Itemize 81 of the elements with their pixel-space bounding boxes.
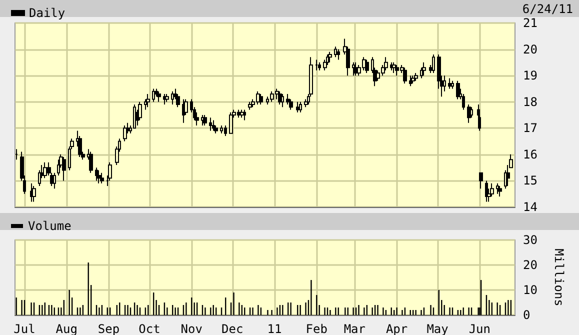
candlestick: [53, 172, 56, 190]
candlestick: [97, 170, 101, 184]
candlestick: [296, 101, 299, 113]
candlestick: [163, 93, 166, 105]
y-tick-label: 15: [523, 174, 538, 188]
candlestick: [451, 80, 454, 90]
x-tick-label: Mar: [344, 322, 366, 335]
candlestick: [240, 109, 244, 118]
candlestick: [15, 148, 18, 160]
candlestick: [224, 125, 227, 137]
candlestick: [259, 93, 263, 105]
y-tick-label: 30: [523, 233, 538, 247]
candlestick: [165, 93, 169, 102]
candlestick: [318, 62, 321, 71]
candlestick: [409, 75, 412, 87]
y-axis-title: Millions: [552, 248, 566, 306]
candlestick: [182, 98, 185, 124]
candlestick: [315, 59, 318, 71]
candlestick: [479, 172, 483, 190]
candlestick: [209, 117, 212, 132]
x-tick-label: Nov: [180, 322, 202, 335]
candlestick: [171, 90, 174, 105]
candlestick: [43, 162, 47, 179]
y-tick-label: 14: [523, 200, 538, 214]
candlestick: [422, 62, 426, 76]
candlestick: [278, 90, 282, 105]
candlestick: [100, 172, 104, 184]
candlestick: [456, 80, 460, 100]
candlestick: [299, 101, 302, 113]
candlestick: [62, 156, 66, 182]
x-tick-label: Feb: [306, 322, 328, 335]
candlestick: [248, 101, 252, 110]
candlestick: [390, 62, 393, 71]
candlestick: [334, 46, 337, 58]
candlestick: [152, 88, 155, 102]
x-tick-label: Oct: [138, 322, 160, 335]
y-tick-label: 18: [523, 94, 538, 109]
candlestick: [496, 182, 499, 194]
y-tick-label: 17: [523, 121, 538, 136]
y-tick-label: 19: [523, 68, 538, 83]
x-tick-label: Dec: [222, 322, 244, 335]
y-tick-label: 16: [523, 147, 538, 162]
candlestick: [414, 72, 418, 82]
candlestick: [365, 59, 369, 74]
candlestick: [229, 112, 233, 134]
candlestick: [392, 62, 396, 74]
y-tick-label: 20: [523, 258, 538, 272]
candlestick: [243, 109, 246, 121]
candlestick: [432, 54, 435, 74]
candlestick: [448, 78, 452, 90]
legend-label: Volume: [28, 219, 72, 233]
candlestick: [498, 185, 502, 197]
candlestick: [328, 51, 332, 63]
candlestick: [95, 167, 98, 182]
candlestick: [354, 62, 358, 76]
candlestick: [403, 67, 407, 84]
x-tick-label: Jul: [14, 322, 36, 335]
candlestick: [212, 120, 215, 132]
candlestick: [337, 48, 340, 60]
y-tick-label: 10: [523, 283, 538, 297]
candlestick: [30, 182, 33, 202]
candlestick: [146, 93, 150, 108]
x-tick-label: 11: [267, 322, 282, 335]
y-tick-label: 0: [523, 308, 530, 322]
candlestick: [485, 180, 488, 202]
candlestick: [467, 104, 471, 124]
y-tick-label: 21: [523, 16, 538, 30]
candlestick: [281, 93, 284, 108]
y-tick-label: 20: [523, 42, 538, 56]
candlestick: [220, 125, 223, 134]
candlestick: [157, 90, 161, 102]
candlestick: [123, 125, 127, 142]
candlestick: [411, 75, 415, 84]
candlestick: [352, 62, 355, 76]
candlestick: [203, 114, 207, 126]
x-tick-label: Jun: [468, 322, 491, 335]
candlestick: [201, 114, 204, 126]
text: 6/24/11: [522, 2, 574, 16]
candlestick: [89, 151, 93, 174]
legend-label: Daily: [29, 6, 66, 20]
candlestick: [32, 185, 36, 202]
